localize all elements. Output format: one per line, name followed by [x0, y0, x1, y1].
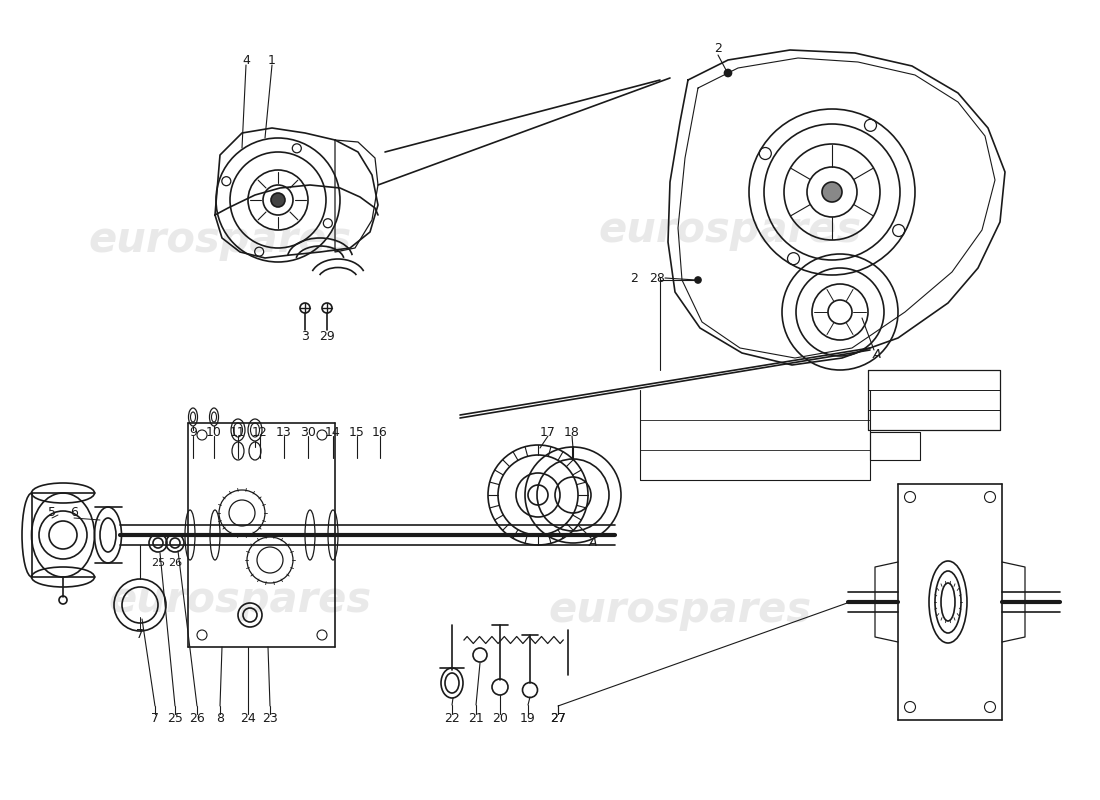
Text: 27: 27	[550, 711, 565, 725]
Text: 15: 15	[349, 426, 365, 438]
Text: 12: 12	[252, 426, 268, 438]
Text: 7: 7	[136, 629, 144, 642]
Text: 21: 21	[469, 711, 484, 725]
Text: 14: 14	[326, 426, 341, 438]
Text: 2: 2	[714, 42, 722, 54]
Text: 29: 29	[319, 330, 334, 343]
Circle shape	[725, 70, 732, 77]
Text: 10: 10	[206, 426, 222, 438]
Text: 1: 1	[268, 54, 276, 66]
Text: 8: 8	[216, 711, 224, 725]
Text: 28: 28	[649, 271, 664, 285]
Text: eurospares: eurospares	[549, 589, 812, 631]
Circle shape	[271, 193, 285, 207]
Text: 11: 11	[230, 426, 246, 438]
Text: 5: 5	[48, 506, 56, 518]
Text: 4: 4	[242, 54, 250, 66]
Text: 26: 26	[189, 711, 205, 725]
Text: A: A	[872, 349, 881, 362]
Text: 17: 17	[540, 426, 556, 438]
Text: 6: 6	[70, 506, 78, 518]
Text: 27: 27	[550, 711, 565, 725]
Text: 19: 19	[520, 711, 536, 725]
Text: 24: 24	[240, 711, 256, 725]
Text: eurospares: eurospares	[598, 209, 861, 251]
Text: 9: 9	[189, 426, 197, 438]
Text: 7: 7	[151, 711, 160, 725]
Text: 23: 23	[262, 711, 278, 725]
Text: 2: 2	[630, 271, 638, 285]
Text: 13: 13	[276, 426, 292, 438]
Text: 20: 20	[492, 711, 508, 725]
Text: 22: 22	[444, 711, 460, 725]
Text: 16: 16	[372, 426, 388, 438]
Text: 3: 3	[301, 330, 309, 343]
Text: A: A	[588, 535, 597, 549]
Circle shape	[695, 277, 701, 283]
Text: 26: 26	[168, 558, 183, 568]
Text: eurospares: eurospares	[88, 219, 352, 261]
Text: 25: 25	[167, 711, 183, 725]
Circle shape	[822, 182, 842, 202]
Text: eurospares: eurospares	[109, 579, 372, 621]
Text: 25: 25	[151, 558, 165, 568]
Text: 18: 18	[564, 426, 580, 438]
Text: 30: 30	[300, 426, 316, 438]
